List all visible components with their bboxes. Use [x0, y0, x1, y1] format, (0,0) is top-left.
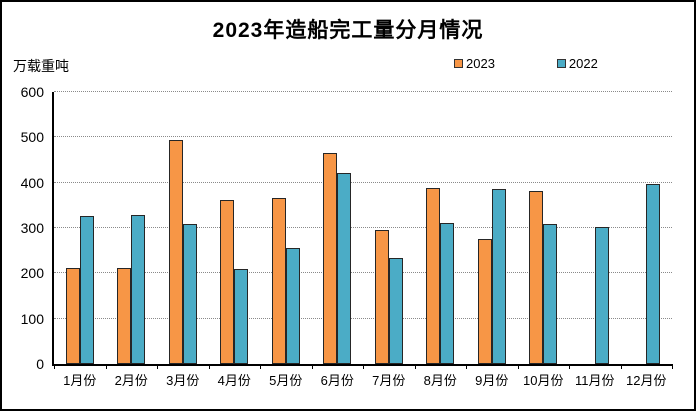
- bar-2023-3月份: [168, 140, 183, 364]
- legend-item-2023: 2023: [454, 56, 495, 71]
- legend-label-2022: 2022: [568, 56, 598, 71]
- x-axis-tick: [311, 364, 313, 369]
- bar-2023-2月份: [117, 267, 132, 364]
- legend-item-2022: 2022: [556, 56, 598, 71]
- bar-2022-8月份: [440, 223, 455, 364]
- chart-title: 2023年造船完工量分月情况: [212, 19, 484, 42]
- bar-2022-6月份: [337, 172, 352, 364]
- x-axis-tick: [414, 364, 416, 369]
- x-tick-label-9月份: 9月份: [475, 373, 509, 388]
- bar-2022-9月份: [491, 189, 506, 364]
- x-tick-label-4月份: 4月份: [217, 373, 251, 388]
- legend-swatch-2023-icon: [454, 59, 463, 68]
- x-axis-tick: [54, 364, 55, 369]
- bar-2023-5月份: [271, 197, 286, 364]
- y-tick-label-500: 500: [20, 129, 44, 146]
- y-tick-label-200: 200: [20, 265, 44, 282]
- bar-2022-10月份: [543, 224, 558, 364]
- x-tick-label-7月份: 7月份: [372, 373, 406, 388]
- bar-2022-7月份: [388, 257, 403, 364]
- gridline-500: [54, 136, 672, 138]
- y-tick-label-400: 400: [20, 174, 44, 191]
- y-tick-label-300: 300: [20, 220, 44, 236]
- x-axis-tick: [466, 364, 467, 369]
- legend-label-2023: 2023: [466, 56, 495, 71]
- bar-2023-1月份: [65, 267, 80, 364]
- x-axis-tick: [208, 364, 210, 369]
- gridline-600: [54, 91, 672, 92]
- x-axis-tick: [517, 364, 519, 369]
- gridline-400: [54, 181, 672, 183]
- gridline-200: [54, 272, 672, 274]
- bar-2022-2月份: [131, 215, 146, 364]
- y-tick-label-600: 600: [20, 84, 44, 100]
- bar-2023-6月份: [323, 153, 338, 364]
- x-tick-label-1月份: 1月份: [63, 373, 97, 388]
- bar-2023-8月份: [426, 188, 441, 364]
- legend-swatch-2022-icon: [556, 59, 566, 68]
- gridline-100: [54, 317, 672, 319]
- legend: 2023 2022: [454, 56, 598, 71]
- x-tick-label-10月份: 10月份: [523, 373, 564, 388]
- bar-2022-11月份: [594, 226, 609, 364]
- gridline-300: [54, 227, 672, 228]
- x-axis-tick: [620, 364, 622, 369]
- y-tick-label-0: 0: [36, 356, 44, 372]
- y-tick-label-100: 100: [20, 310, 44, 327]
- x-axis-tick: [260, 364, 261, 369]
- x-tick-label-6月份: 6月份: [320, 373, 354, 388]
- x-axis-tick: [105, 364, 107, 369]
- x-tick-label-3月份: 3月份: [166, 373, 200, 388]
- x-tick-label-12月份: 12月份: [626, 373, 667, 388]
- bar-2022-1月份: [79, 216, 94, 364]
- x-tick-label-11月份: 11月份: [575, 373, 615, 388]
- x-axis-tick: [569, 364, 570, 369]
- bar-2023-9月份: [477, 238, 492, 364]
- x-axis-tick: [157, 364, 158, 369]
- x-tick-label-5月份: 5月份: [269, 373, 303, 388]
- x-axis-tick: [363, 364, 364, 369]
- bar-2022-12月份: [646, 184, 661, 364]
- bar-2023-7月份: [374, 230, 389, 364]
- x-tick-label-2月份: 2月份: [114, 373, 148, 388]
- plot-area: 0 100 200 300 400 500 600 1月份 2月份 3月份 4月份 5月份 6月份 7月份…: [21, 84, 673, 388]
- bar-2022-5月份: [285, 247, 300, 364]
- bar-2022-3月份: [182, 224, 197, 364]
- y-axis-unit-label: 万载重吨: [13, 58, 69, 74]
- bar-2022-4月份: [234, 269, 249, 364]
- x-tick-label-8月份: 8月份: [423, 373, 457, 388]
- bar-2023-10月份: [529, 191, 544, 364]
- bar-2023-4月份: [220, 199, 235, 364]
- x-axis-tick: [672, 364, 673, 369]
